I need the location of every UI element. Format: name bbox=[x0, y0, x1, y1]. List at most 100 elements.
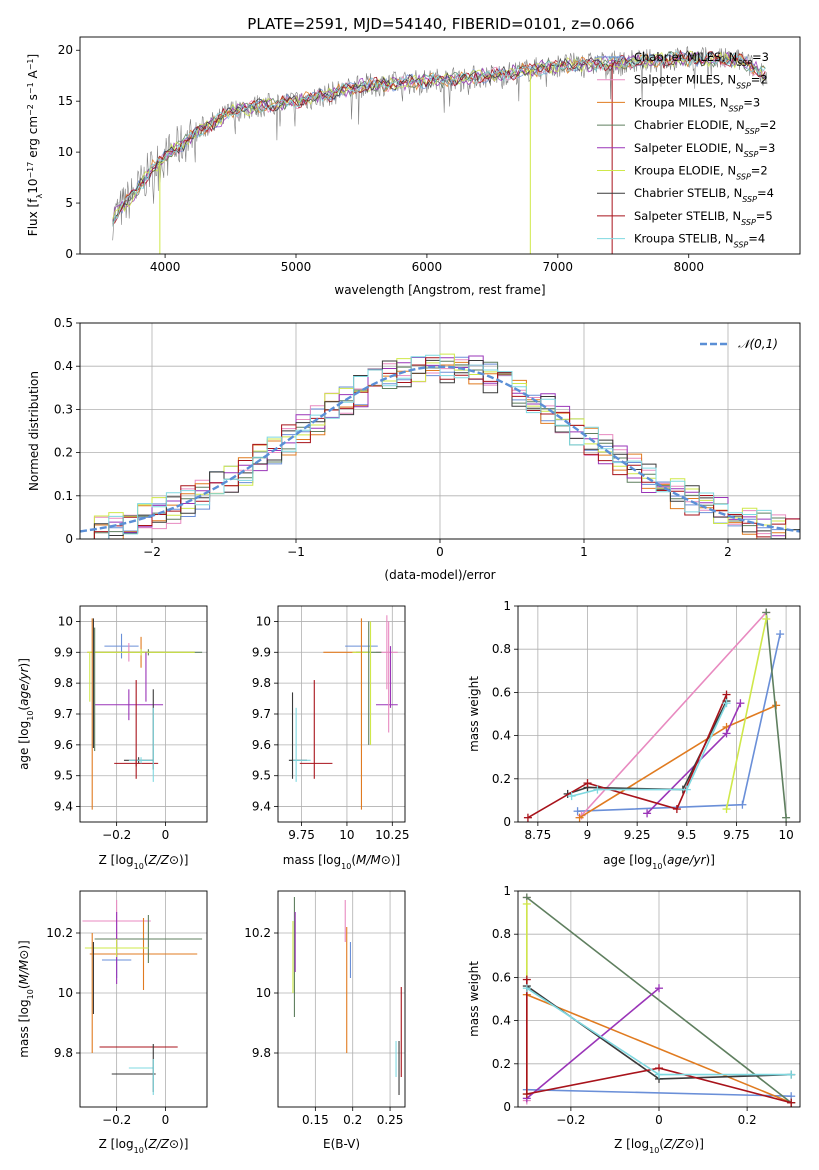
model-line-7 bbox=[112, 50, 766, 222]
x-tick-label-2: −1 bbox=[287, 545, 305, 559]
x-axis-label: Z [log10(Z/Z⊙)] bbox=[99, 1137, 189, 1155]
series-5 bbox=[643, 699, 745, 818]
y-tick-label-1: 9.8 bbox=[54, 1046, 73, 1060]
y-tick-label-2: 10 bbox=[58, 986, 73, 1000]
axes-frame-7 bbox=[277, 890, 406, 1108]
y-tick-label-2: 0.1 bbox=[54, 489, 73, 503]
series-line-3 bbox=[526, 993, 792, 1104]
x-tick-label-1: 8.75 bbox=[524, 828, 551, 842]
x-tick-label-2: 5000 bbox=[281, 260, 312, 274]
series-line-6 bbox=[725, 618, 767, 810]
panel-4: 9.75 10 10.25 9.4 9.5 9.6 9.7 9.8 9.9 10 mass [log… bbox=[252, 605, 409, 871]
y-tick-label-6: 9.9 bbox=[252, 645, 271, 659]
axes-frame-3 bbox=[79, 605, 208, 823]
plot-area-7 bbox=[292, 897, 402, 1095]
y-tick-label-5: 0.8 bbox=[492, 927, 511, 941]
series-marker-8-1 bbox=[523, 813, 532, 822]
x-tick-label-2: 0 bbox=[655, 1113, 663, 1127]
legend-label-gaussian: 𝒩(0,1) bbox=[738, 337, 778, 351]
y-tick-label-5: 20 bbox=[58, 43, 73, 57]
x-tick-label-1: −2 bbox=[143, 545, 161, 559]
x-axis-label: Z [log10(Z/Z⊙)] bbox=[99, 853, 189, 871]
y-tick-label-2: 10 bbox=[256, 986, 271, 1000]
series-marker-6-2 bbox=[762, 614, 771, 623]
series-line-1 bbox=[577, 633, 781, 812]
y-tick-label-3: 9.6 bbox=[54, 738, 73, 752]
series-marker-8-4 bbox=[722, 690, 731, 699]
series-line-5 bbox=[646, 702, 742, 814]
panel-1: 4000 5000 6000 7000 8000 0 5 10 15 20 wavelength [… bbox=[26, 36, 801, 297]
axes-frame-5 bbox=[517, 605, 801, 823]
panel-8: −0.2 0 0.2 0 0.2 0.4 0.6 0.8 1 Z [log10(Z/Z⊙)] mas… bbox=[467, 884, 801, 1155]
series-line-8 bbox=[527, 694, 728, 819]
y-tick-label-5: 0.4 bbox=[54, 359, 73, 373]
axes-frame-8 bbox=[517, 890, 801, 1108]
x-tick-label-5: 2 bbox=[724, 545, 732, 559]
axes-frame-1 bbox=[79, 36, 801, 255]
x-tick-label-3: 10.25 bbox=[375, 828, 409, 842]
plot-area-6 bbox=[82, 900, 203, 1095]
y-tick-label-4: 9.7 bbox=[252, 707, 271, 721]
plot-area-1 bbox=[112, 46, 768, 254]
series-3 bbox=[575, 701, 781, 822]
series-marker-9-3 bbox=[682, 785, 691, 794]
series-marker-3-1 bbox=[575, 813, 584, 822]
y-tick-label-3: 9.6 bbox=[252, 738, 271, 752]
legend-item-8: Salpeter STELIB, NSSP=5 bbox=[597, 209, 773, 226]
x-axis-label: age [log10(age/yr)] bbox=[603, 853, 715, 871]
series-marker-5-2 bbox=[655, 984, 663, 993]
series-1 bbox=[573, 630, 785, 816]
x-tick-label-3: 6000 bbox=[412, 260, 443, 274]
y-tick-label-3: 0.4 bbox=[492, 729, 511, 743]
x-tick-label-4: 1 bbox=[580, 545, 588, 559]
series-line-7 bbox=[567, 700, 728, 795]
x-tick-label-3: 0.2 bbox=[738, 1113, 757, 1127]
series-9 bbox=[567, 699, 731, 801]
y-tick-label-1: 9.4 bbox=[252, 800, 271, 814]
y-tick-label-4: 0.6 bbox=[492, 685, 511, 699]
y-axis-label: Normed distribution bbox=[27, 371, 41, 491]
y-tick-label-3: 0.2 bbox=[54, 446, 73, 460]
series-line-8 bbox=[525, 979, 792, 1104]
y-tick-label-5: 0.8 bbox=[492, 642, 511, 656]
legend-label-6: Kroupa ELODIE, NSSP=2 bbox=[634, 164, 768, 182]
y-tick-label-1: 0 bbox=[65, 532, 73, 546]
x-axis-label: E(B-V) bbox=[323, 1137, 360, 1151]
series-line-3 bbox=[579, 704, 777, 819]
series-marker-6-2 bbox=[522, 899, 531, 908]
series-line-4 bbox=[526, 896, 792, 1104]
y-tick-label-4: 0.6 bbox=[492, 970, 511, 984]
x-tick-label-4: 9.5 bbox=[677, 828, 696, 842]
figure-title: PLATE=2591, MJD=54140, FIBERID=0101, z=0… bbox=[247, 15, 634, 33]
x-axis-label: mass [log10(M/M⊙)] bbox=[283, 853, 400, 871]
series-marker-8-3 bbox=[672, 805, 681, 814]
series-marker-8-2 bbox=[583, 779, 592, 788]
series-marker-9-1 bbox=[522, 984, 531, 993]
y-tick-label-6: 9.9 bbox=[54, 645, 73, 659]
error-cross-6 bbox=[84, 939, 149, 957]
x-tick-label-4: 7000 bbox=[543, 260, 574, 274]
y-tick-label-3: 10 bbox=[58, 145, 73, 159]
y-tick-label-4: 9.7 bbox=[54, 707, 73, 721]
series-marker-8-2 bbox=[522, 1090, 531, 1099]
y-tick-label-2: 0.2 bbox=[492, 772, 511, 786]
axes-frame-6 bbox=[79, 890, 208, 1108]
x-tick-label-1: 9.75 bbox=[288, 828, 315, 842]
error-cross-1 bbox=[104, 633, 139, 659]
x-tick-label-1: −0.2 bbox=[102, 828, 131, 842]
y-axis-label: Flux [fλ10−17 erg cm−2 s−1 A−1] bbox=[26, 54, 44, 236]
x-tick-label-1: 0.15 bbox=[302, 1113, 329, 1127]
y-tick-label-5: 9.8 bbox=[54, 676, 73, 690]
series-marker-4-2 bbox=[782, 813, 791, 822]
series-line-9 bbox=[571, 702, 728, 797]
y-axis-label: mass weight bbox=[467, 961, 481, 1037]
y-axis-label: age [log10(age/yr)] bbox=[17, 658, 35, 770]
legend-label-2: Salpeter MILES, NSSP=2 bbox=[634, 73, 768, 91]
y-tick-label-3: 10.2 bbox=[46, 926, 73, 940]
error-cross-5 bbox=[94, 689, 164, 721]
legend-label-1: Chabrier MILES, NSSP=3 bbox=[634, 50, 769, 68]
panel-7: 0.15 0.2 0.25 9.8 10 10.2 E(B-V) bbox=[244, 890, 406, 1151]
y-tick-label-7: 10 bbox=[256, 614, 271, 628]
series-marker-8-4 bbox=[787, 1098, 796, 1107]
